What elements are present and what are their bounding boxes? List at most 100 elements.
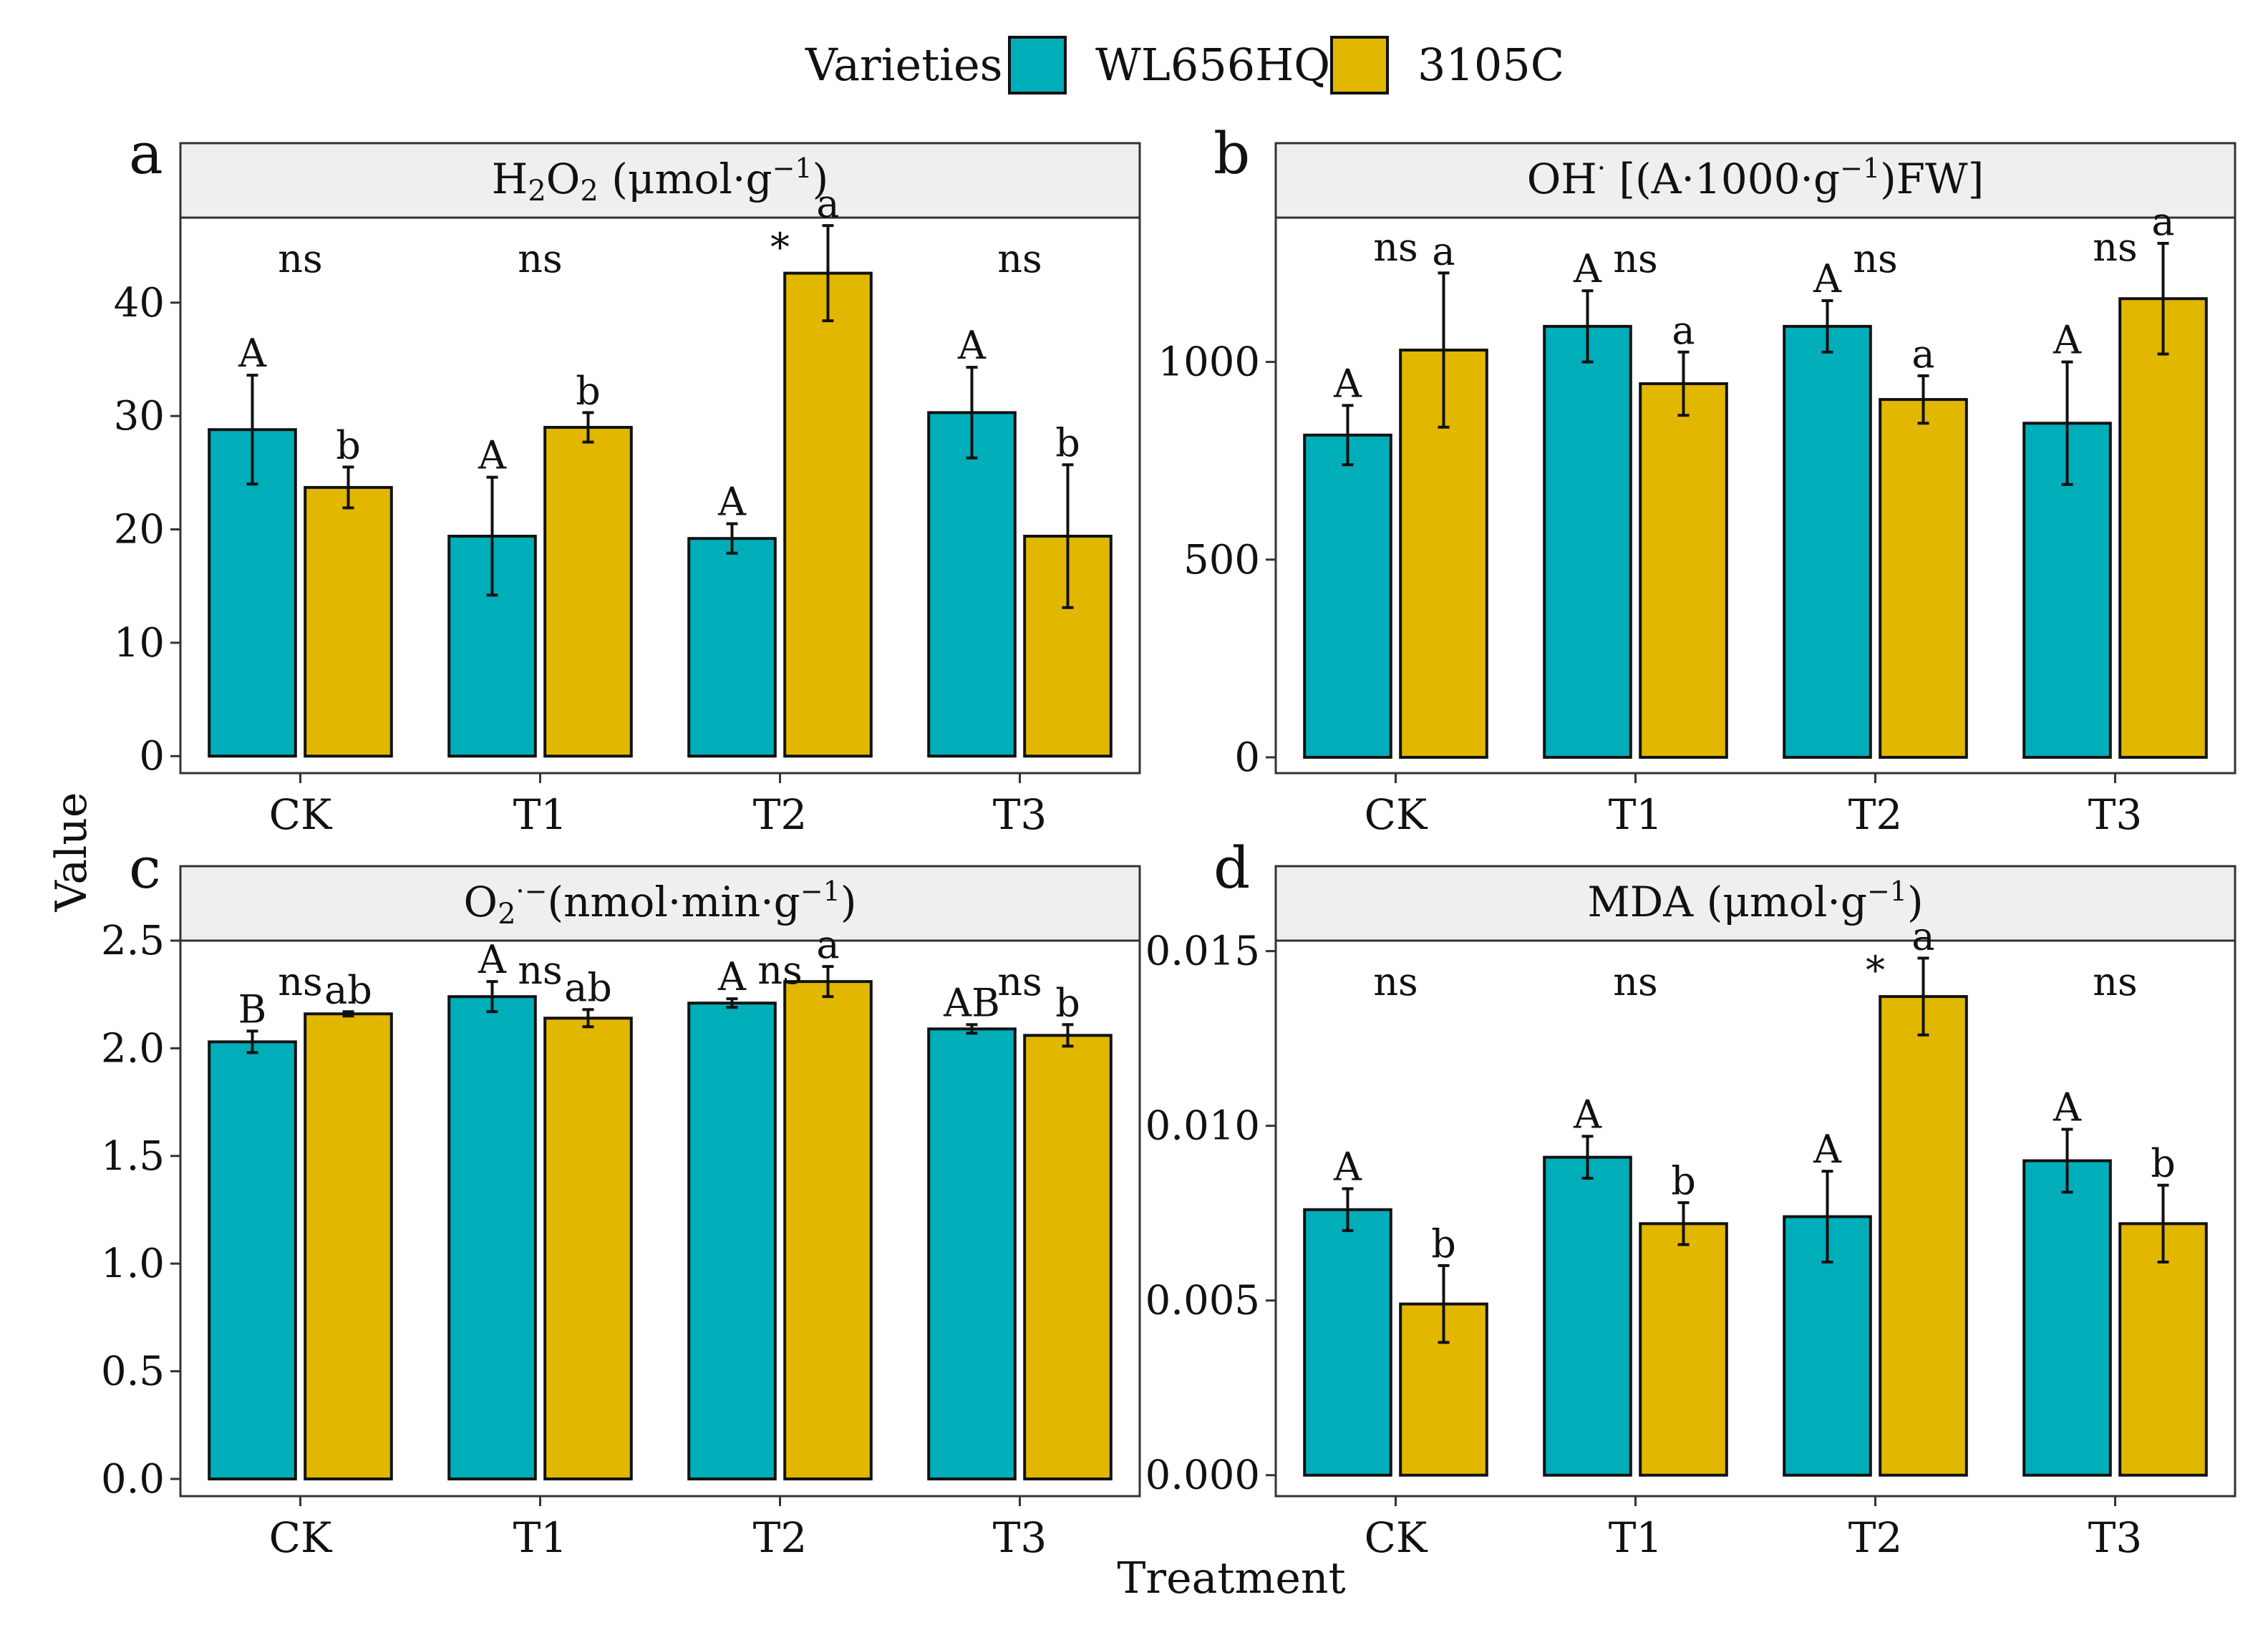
y-tick-label: 0.5 [101, 1349, 165, 1395]
y-tick-label: 0.000 [1145, 1452, 1260, 1499]
significance-letter: A [2053, 318, 2082, 363]
strip-c [179, 865, 1141, 942]
significance-letter: A [717, 954, 747, 999]
y-tick-label: 0.010 [1145, 1103, 1260, 1150]
x-axis-title: Treatment [1117, 1553, 1345, 1604]
panel-a: a H2O2 (μmol·g−1) 0 10 20 30 40 CK Ab ns T1 Ab ns T… [114, 120, 1141, 839]
y-tick-label: 10 [114, 620, 165, 666]
y-tick-label: 40 [114, 280, 165, 326]
bar-wl656hq [1543, 324, 1632, 759]
bar-3105c [543, 425, 633, 758]
x-tick-label: T3 [2088, 790, 2143, 839]
bar-3105c [783, 980, 873, 1480]
x-tick-label: CK [1365, 1513, 1428, 1562]
strip-d [1274, 865, 2236, 942]
significance-letter: a [1672, 308, 1695, 353]
significance-letter: b [576, 368, 601, 413]
significance-letter: A [1813, 1127, 1842, 1172]
significance-letter: a [816, 181, 839, 226]
bar-3105c [543, 1017, 633, 1480]
strip-title-b: OH· [(A·1000·g−1)FW] [1527, 152, 1984, 203]
bar-3105c [1639, 382, 1728, 759]
panel-d: d MDA (μmol·g−1) 0.000 0.005 0.010 0.015 CK A… [1145, 835, 2236, 1562]
x-tick-label: T2 [753, 790, 808, 839]
group-significance: ns [518, 236, 563, 281]
bar-3105c [2118, 1222, 2208, 1477]
significance-letter: a [2151, 199, 2174, 244]
bar-3105c [304, 485, 393, 758]
significance-letter: b [1055, 420, 1080, 465]
strip-title-a: H2O2 (μmol·g−1) [492, 152, 829, 208]
y-tick-label: 1.5 [101, 1133, 165, 1180]
legend-label-3105c: 3105C [1418, 39, 1564, 91]
significance-letter: A [1813, 256, 1842, 301]
significance-letter: A [1573, 246, 1602, 291]
bar-wl656hq [1303, 433, 1392, 759]
x-tick-label: T2 [753, 1513, 808, 1562]
x-tick-label: CK [269, 790, 333, 839]
legend-swatch-3105c [1330, 36, 1389, 94]
significance-letter: b [336, 422, 361, 467]
significance-letter: A [1333, 361, 1362, 406]
legend-label-wl656hq: WL656HQ [1095, 39, 1330, 91]
x-tick-label: CK [269, 1513, 333, 1562]
significance-letter: b [1431, 1221, 1456, 1266]
significance-letter: a [1911, 913, 1934, 959]
panel-letter-d: d [1213, 835, 1250, 901]
strip-title-c: O2·−(nmol·min·g−1) [464, 875, 857, 931]
bar-wl656hq [447, 995, 537, 1480]
group-significance: ns [2093, 959, 2138, 1004]
group-significance: ns [997, 236, 1042, 281]
group-significance: ns [278, 959, 323, 1004]
group-significance: * [770, 225, 790, 270]
bar-3105c [1879, 995, 1968, 1477]
strip-title-d: MDA (μmol·g−1) [1587, 875, 1923, 926]
marks-a: 0 10 20 30 40 CK Ab ns T1 Ab ns T2 Aa * T3 Ab ns [114, 181, 1113, 839]
legend-title: Varieties [805, 39, 1002, 91]
x-tick-label: T1 [1609, 790, 1663, 839]
x-tick-label: T3 [993, 1513, 1047, 1562]
group-significance: ns [1853, 236, 1898, 281]
y-tick-label: 0.005 [1145, 1278, 1260, 1324]
y-tick-label: 2.0 [101, 1025, 165, 1072]
y-tick-label: 0.015 [1145, 928, 1260, 975]
bar-3105c [304, 1012, 393, 1480]
significance-letter: AB [943, 980, 1000, 1025]
significance-letter: A [1333, 1145, 1362, 1190]
x-tick-label: CK [1365, 790, 1428, 839]
bar-3105c [1879, 398, 1968, 759]
bar-3105c [2118, 297, 2208, 759]
panel-letter-b: b [1213, 120, 1250, 187]
legend: Varieties WL656HQ 3105C [805, 36, 1564, 94]
x-tick-label: T1 [513, 790, 568, 839]
significance-letter: A [2053, 1085, 2082, 1130]
bar-3105c [783, 271, 873, 758]
significance-letter: a [1432, 228, 1455, 273]
legend-swatch-wl656hq [1008, 36, 1067, 94]
group-significance: ns [1613, 236, 1658, 281]
group-significance: ns [1373, 959, 1418, 1004]
group-significance: ns [997, 959, 1042, 1004]
x-tick-label: T2 [1848, 790, 1903, 839]
significance-letter: A [478, 433, 507, 478]
strip-a [179, 142, 1141, 219]
y-tick-label: 30 [114, 393, 165, 440]
bar-wl656hq [1543, 1155, 1632, 1477]
bar-wl656hq [208, 1040, 297, 1480]
significance-letter: A [1573, 1092, 1602, 1137]
significance-letter: b [1055, 980, 1080, 1025]
bar-3105c [1023, 1034, 1113, 1480]
x-tick-label: T1 [513, 1513, 568, 1562]
significance-letter: b [2151, 1141, 2176, 1186]
group-significance: ns [278, 236, 323, 281]
significance-letter: ab [564, 965, 612, 1010]
group-significance: * [1866, 948, 1885, 993]
x-tick-label: T3 [993, 790, 1047, 839]
significance-letter: a [816, 922, 839, 967]
group-significance: ns [2093, 225, 2138, 270]
x-tick-label: T3 [2088, 1513, 2143, 1562]
significance-letter: A [717, 480, 747, 525]
y-tick-label: 1.0 [101, 1241, 165, 1287]
